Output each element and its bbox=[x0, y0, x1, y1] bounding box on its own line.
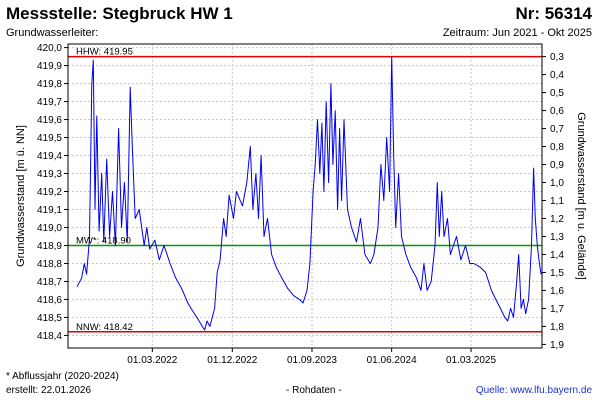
y2-tick-label: 0,7 bbox=[550, 124, 564, 135]
y2-tick-label: 0,9 bbox=[550, 160, 564, 171]
y-tick-label: 419,7 bbox=[37, 97, 62, 108]
y2-tick-label: 0,4 bbox=[550, 70, 564, 81]
period-label: Zeitraum: Jun 2021 - Okt 2025 bbox=[442, 27, 592, 39]
y-tick-label: 419,2 bbox=[37, 187, 62, 198]
y-tick-label: 418,6 bbox=[37, 295, 62, 306]
created-date: erstellt: 22.01.2026 bbox=[6, 385, 92, 396]
y2-tick-label: 1,6 bbox=[550, 286, 564, 297]
y-tick-label: 420,0 bbox=[37, 43, 62, 54]
y-tick-label: 419,8 bbox=[37, 79, 62, 90]
y2-axis-label: Grundwasserstand [m u. Gelände] bbox=[575, 112, 587, 280]
x-tick-label: 01.06.2024 bbox=[367, 355, 417, 366]
reference-line-label: NNW: 418.42 bbox=[76, 322, 133, 333]
plot-frame bbox=[67, 43, 543, 349]
footnote: * Abflussjahr (2020-2024) bbox=[6, 371, 119, 382]
x-tick-label: 01.03.2022 bbox=[127, 355, 177, 366]
y2-tick-label: 1,4 bbox=[550, 250, 564, 261]
y-tick-label: 419,1 bbox=[37, 205, 62, 216]
y-tick-label: 418,9 bbox=[37, 241, 62, 252]
grid-layer bbox=[68, 44, 542, 348]
source-link[interactable]: Quelle: www.lfu.bayern.de bbox=[475, 385, 592, 396]
station-number: Nr: 56314 bbox=[515, 4, 592, 23]
series-layer bbox=[76, 56, 542, 331]
y2-tick-label: 1,9 bbox=[550, 340, 564, 351]
reference-lines bbox=[68, 55, 542, 333]
y-tick-label: 418,5 bbox=[37, 313, 62, 324]
y2-tick-label: 1,3 bbox=[550, 232, 564, 243]
label-layer: 420,0 419,9 419,8 419,7 419,6 419,5 419,4 419,3… bbox=[15, 43, 587, 366]
y-tick-label: 419,6 bbox=[37, 115, 62, 126]
series-line bbox=[76, 56, 542, 331]
y2-tick-label: 1,7 bbox=[550, 304, 564, 315]
x-tick-label: 01.12.2022 bbox=[207, 355, 257, 366]
y-tick-label: 419,0 bbox=[37, 223, 62, 234]
y-tick-label: 418,8 bbox=[37, 259, 62, 270]
y2-tick-label: 1,2 bbox=[550, 214, 564, 225]
reference-line-label: MW*: 418.90 bbox=[76, 235, 131, 246]
y2-tick-label: 1,5 bbox=[550, 268, 564, 279]
y-tick-label: 419,4 bbox=[37, 151, 62, 162]
y2-tick-label: 0,3 bbox=[550, 52, 564, 63]
y-tick-label: 419,3 bbox=[37, 169, 62, 180]
y-axis-label: Grundwasserstand [m ü. NN] bbox=[15, 125, 27, 267]
reference-line-label: HHW: 419.95 bbox=[76, 47, 133, 58]
axis-layer bbox=[64, 43, 546, 352]
y-tick-label: 419,5 bbox=[37, 133, 62, 144]
y2-tick-label: 1,8 bbox=[550, 322, 564, 333]
x-tick-label: 01.03.2025 bbox=[446, 355, 496, 366]
chart-title: Messstelle: Stegbruck HW 1 bbox=[6, 4, 233, 23]
y-tick-label: 419,9 bbox=[37, 61, 62, 72]
y2-tick-label: 0,8 bbox=[550, 142, 564, 153]
y-tick-label: 418,4 bbox=[37, 331, 62, 342]
x-tick-label: 01.09.2023 bbox=[287, 355, 337, 366]
y2-tick-label: 1,1 bbox=[550, 196, 564, 207]
y-tick-label: 418,7 bbox=[37, 277, 62, 288]
aquifer-label: Grundwasserleiter: bbox=[6, 27, 99, 39]
y2-tick-label: 0,5 bbox=[550, 88, 564, 99]
y2-tick-label: 0,6 bbox=[550, 106, 564, 117]
raw-data-note: - Rohdaten - bbox=[286, 385, 342, 396]
y2-tick-label: 1,0 bbox=[550, 178, 564, 189]
